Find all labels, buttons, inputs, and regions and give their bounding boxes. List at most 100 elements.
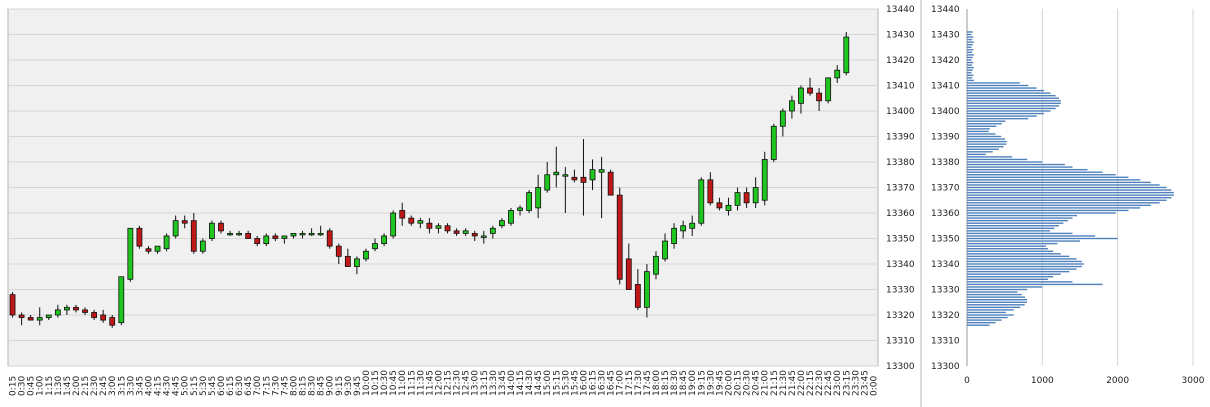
candle-body [644, 271, 650, 308]
profile-bar [967, 191, 1174, 194]
x-tick-label: 11:15 [407, 370, 417, 396]
x-tick-label: 2:30 [90, 376, 100, 396]
candle-body [698, 179, 705, 224]
y-tick-label: 13430 [886, 31, 915, 41]
profile-bar [967, 250, 1054, 252]
profile-bar [967, 41, 974, 43]
profile-bar [967, 125, 997, 127]
x-tick-label: 4:30 [163, 376, 173, 396]
candle-body [344, 255, 351, 267]
x-tick-label: 0:15 [9, 376, 19, 396]
x-tick-label: 3:00 [108, 376, 118, 396]
x-tick-label: 10:30 [380, 370, 390, 396]
profile-bar [967, 54, 974, 56]
profile-bar [967, 31, 973, 33]
candle-body [399, 210, 406, 219]
profile-bar [967, 258, 1077, 260]
y-tick-label: 13390 [886, 133, 915, 143]
profile-bar [967, 87, 1037, 89]
candle-body [607, 171, 614, 196]
profile-y-tick-label: 13360 [931, 209, 960, 219]
profile-bar [967, 286, 1043, 288]
candle-body [589, 169, 596, 181]
x-tick-label: 15:00 [543, 370, 553, 396]
profile-bar [967, 44, 973, 46]
profile-bar [967, 82, 1020, 84]
candle-body [82, 309, 88, 313]
x-tick-label: 8:15 [299, 376, 309, 396]
x-tick-label: 21:45 [788, 370, 798, 396]
candle-body [716, 202, 723, 209]
candle-body [290, 232, 297, 237]
candle-body [64, 306, 70, 311]
profile-bar [967, 316, 1008, 319]
profile-bar [967, 46, 972, 48]
profile-bar [967, 253, 1061, 255]
profile-bar [967, 135, 1002, 138]
profile-bar [967, 148, 999, 150]
profile-y-tick-label: 13370 [931, 184, 960, 194]
candle-body [725, 204, 732, 211]
x-tick-label: 8:00 [289, 376, 299, 396]
y-tick-label: 13400 [886, 107, 915, 117]
x-tick-label: 14:00 [507, 370, 517, 396]
profile-bar [967, 227, 1055, 229]
x-tick-label: 3:15 [117, 376, 127, 396]
profile-bar [967, 194, 1174, 196]
candle-body [789, 100, 795, 112]
profile-bar [967, 151, 993, 153]
profile-bar [967, 61, 974, 64]
profile-bar [967, 49, 974, 51]
y-tick-label: 13330 [886, 286, 915, 296]
x-tick-label: 9:45 [353, 376, 363, 396]
profile-bar [967, 232, 1073, 235]
candle-body [172, 220, 179, 237]
x-tick-label: 16:00 [579, 370, 589, 396]
y-tick-label: 13360 [886, 209, 915, 219]
candle-body [517, 207, 523, 211]
x-tick-label: 23:00 [833, 370, 843, 396]
candle-body [843, 36, 850, 74]
profile-bar [967, 153, 986, 156]
y-tick-label: 13410 [886, 82, 915, 92]
x-tick-label: 13:15 [480, 370, 490, 396]
x-tick-label: 13:45 [498, 370, 508, 396]
x-tick-label: 15:45 [570, 370, 580, 396]
profile-bar [967, 263, 1084, 265]
x-tick-label: 4:15 [154, 376, 164, 396]
profile-y-tick-label: 13350 [931, 235, 960, 245]
candle-body [254, 238, 261, 244]
profile-bar [967, 197, 1172, 199]
profile-y-tick-label: 13300 [931, 362, 960, 372]
profile-bar [967, 237, 1118, 240]
profile-bar [967, 276, 1054, 278]
profile-bar [967, 128, 990, 130]
y-tick-label: 13440 [886, 5, 915, 15]
profile-bar [967, 321, 996, 324]
x-tick-label: 1:00 [36, 376, 46, 396]
candle-body [807, 87, 813, 94]
profile-y-tick-label: 13440 [931, 5, 960, 15]
candle-body [535, 187, 542, 209]
profile-bar [967, 240, 1080, 242]
x-tick-label: 16:15 [589, 370, 599, 396]
candle-body [54, 309, 61, 316]
x-tick-label: 17:00 [616, 370, 626, 396]
candle-body [335, 245, 342, 257]
profile-x-tick-label: 3000 [1182, 376, 1205, 386]
x-tick-label: 11:30 [416, 370, 426, 396]
candle-body [544, 174, 551, 191]
candle-body [480, 235, 487, 238]
profile-bar [967, 38, 973, 41]
x-tick-label: 14:15 [516, 370, 526, 396]
profile-y-tick-label: 13400 [931, 107, 960, 117]
x-tick-label: 23:30 [851, 370, 861, 396]
candle-body [190, 220, 197, 252]
candle-body [471, 232, 478, 237]
x-tick-label: 5:00 [181, 376, 191, 396]
profile-bar [967, 115, 1037, 117]
y-tick-label: 13310 [886, 337, 915, 347]
profile-bar [967, 146, 1004, 148]
profile-y-tick-label: 13310 [931, 337, 960, 347]
x-tick-label: 19:00 [688, 370, 698, 396]
